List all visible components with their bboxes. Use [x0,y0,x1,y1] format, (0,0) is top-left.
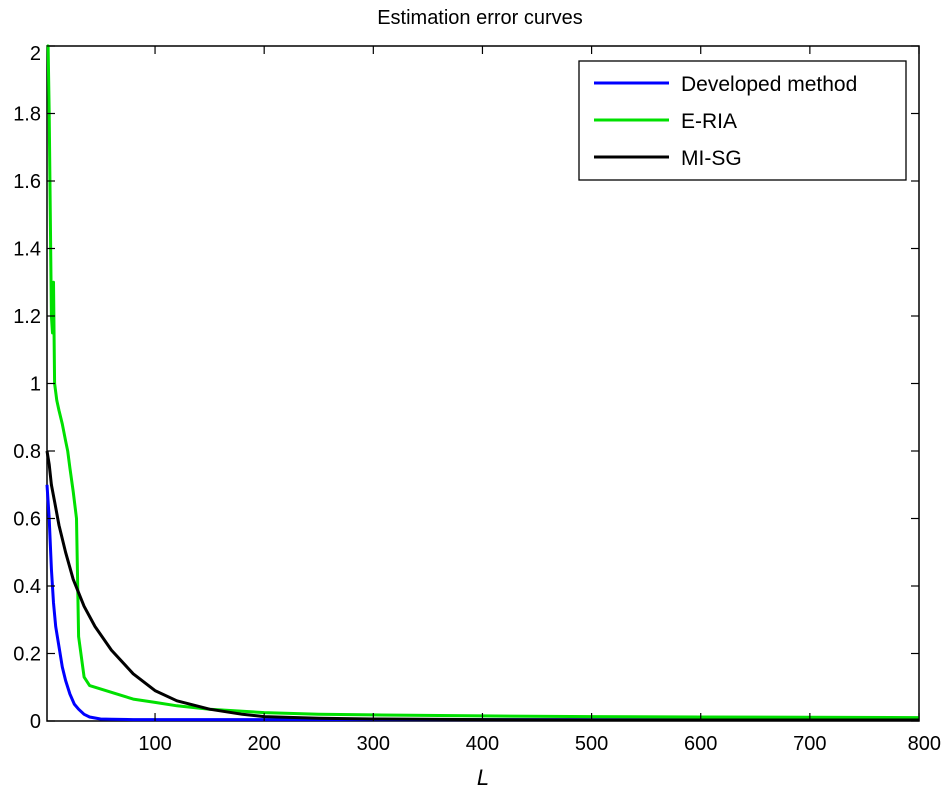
y-tick-label-8: 1.6 [13,171,41,193]
y-tick-label-6: 1.2 [13,306,41,328]
y-tick-label-10: 2 [30,43,41,65]
legend-label-1: E-RIA [681,110,737,133]
axis-ticks: 100 200 300 400 500 600 700 800 0 0.2 0.4 0.6 0.8 1 1.… [13,43,941,755]
x-tick-label-3: 400 [466,733,499,755]
y-tick-label-3: 0.6 [13,509,41,531]
x-tick-label-6: 700 [793,733,826,755]
x-tick-label-0: 100 [138,733,171,755]
series-curves [45,44,920,722]
y-tick-label-5: 1 [30,374,41,396]
y-tick-label-9: 1.8 [13,104,41,126]
x-tick-label-4: 500 [575,733,608,755]
legend-label-0: Developed method [681,73,857,96]
series-line-2 [45,450,919,722]
x-tick-label-1: 200 [247,733,280,755]
x-tick-label-2: 300 [357,733,390,755]
y-tick-label-2: 0.4 [13,576,41,598]
legend-label-2: MI-SG [681,147,742,170]
chart-title: Estimation error curves [377,7,583,29]
series-line-0 [45,484,919,722]
y-tick-label-4: 0.8 [13,441,41,463]
x-axis-label: L [477,765,489,790]
legend: Developed method E-RIA MI-SG [578,60,907,181]
y-tick-label-0: 0 [30,711,41,733]
y-tick-label-7: 1.4 [13,239,41,261]
y-tick-label-1: 0.2 [13,644,41,666]
x-tick-label-7: 800 [908,733,941,755]
x-tick-label-5: 600 [684,733,717,755]
series-line-1 [46,44,920,720]
